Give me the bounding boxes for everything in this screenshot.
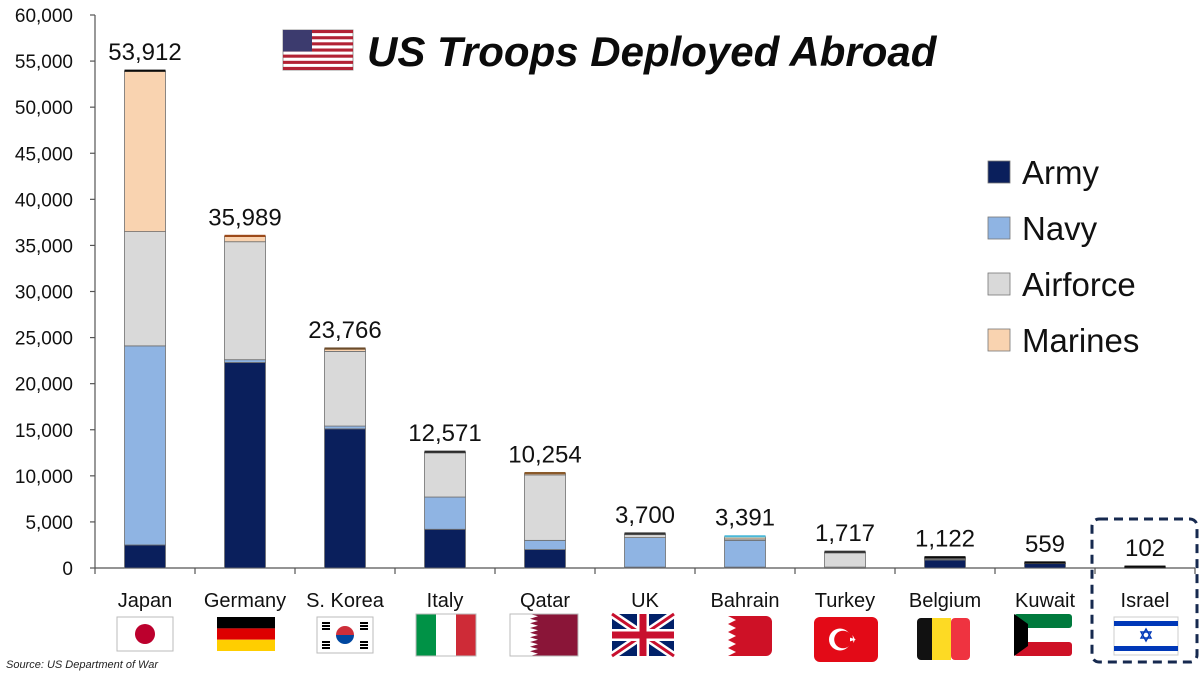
bar-segment-army-italy	[424, 528, 466, 569]
bar-top-cap	[924, 556, 966, 559]
bar-segment-navy-qatar	[524, 539, 566, 550]
category-label: Qatar	[520, 590, 570, 612]
category-label: Israel	[1121, 590, 1170, 612]
bar-top-cap	[824, 550, 866, 553]
legend-swatch-army	[987, 160, 1011, 184]
belgium-flag-icon	[917, 618, 970, 660]
bar-segment-airforce-turkey	[824, 552, 866, 568]
legend-swatch-marines	[987, 328, 1011, 352]
y-tick-label: 15,000	[15, 421, 73, 442]
bar-segment-navy-uk	[624, 537, 666, 568]
bar-segment-airforce-italy	[424, 452, 466, 498]
germany-flag-icon	[217, 617, 275, 651]
bar-top-cap	[1124, 565, 1166, 568]
bar-segment-marines-japan	[124, 70, 166, 232]
y-tick-label: 30,000	[15, 283, 73, 304]
bar-segment-airforce-qatar	[524, 474, 566, 541]
category-label: Japan	[118, 590, 173, 612]
bar-top-cap	[1024, 561, 1066, 564]
turkey-flag-icon	[814, 617, 878, 662]
flags-group	[116, 610, 1179, 662]
south-korea-flag-icon	[316, 616, 374, 654]
y-tick-label: 50,000	[15, 98, 73, 119]
chart-title: US Troops Deployed Abroad	[367, 28, 938, 75]
bar-top-cap	[324, 347, 366, 350]
israel-flag-icon	[1113, 616, 1179, 656]
legend-label-marines: Marines	[1022, 322, 1139, 359]
legend-label-army: Army	[1022, 154, 1099, 191]
y-tick-label: 35,000	[15, 236, 73, 257]
legend-label-airforce: Airforce	[1022, 266, 1136, 303]
bar-top-cap	[524, 471, 566, 475]
y-tick-label: 25,000	[15, 329, 73, 350]
y-tick-label: 55,000	[15, 52, 73, 73]
bar-segment-army-kuwait	[1024, 562, 1066, 569]
kuwait-flag-icon	[1014, 614, 1072, 656]
total-label: 35,989	[208, 204, 281, 231]
y-tick-label: 0	[62, 559, 73, 580]
y-tick-label: 40,000	[15, 190, 73, 211]
category-label: Belgium	[909, 590, 981, 612]
total-label: 10,254	[508, 441, 581, 468]
total-label: 3,391	[715, 505, 775, 532]
bar-segment-marines-germany	[224, 235, 266, 243]
x-axis-categories: Japan Germany S. Korea Italy Qatar UK Bahrain T…	[94, 568, 1196, 612]
bahrain-flag-icon	[714, 616, 772, 656]
legend-swatch-airforce	[987, 272, 1011, 296]
bar-segment-army-belgium	[924, 559, 966, 569]
bar-segment-navy-skorea	[324, 425, 366, 430]
y-tick-label: 10,000	[15, 467, 73, 488]
israel-highlight-box	[1090, 517, 1199, 664]
bar-segment-army-qatar	[524, 549, 566, 569]
total-label: 1,717	[815, 520, 875, 547]
y-axis-ticks: 0 5,000 10,000 15,000 20,000 25,000 30,000 35,0…	[15, 6, 95, 580]
total-label: 53,912	[108, 39, 181, 66]
bars-group	[124, 69, 1166, 569]
total-label: 3,700	[615, 502, 675, 529]
uk-flag-icon	[609, 610, 677, 660]
category-label: Germany	[204, 590, 286, 612]
bar-segment-airforce-skorea	[324, 351, 366, 427]
total-label: 559	[1025, 531, 1065, 558]
qatar-flag-icon	[509, 613, 579, 657]
total-label: 12,571	[408, 420, 481, 447]
total-label: 23,766	[308, 317, 381, 344]
category-label: Kuwait	[1015, 590, 1075, 612]
category-label: UK	[631, 590, 659, 612]
italy-flag-icon	[415, 613, 477, 657]
bar-segment-army-germany	[224, 362, 266, 569]
bar-top-cap	[624, 532, 666, 535]
y-tick-label: 60,000	[15, 6, 73, 27]
legend-label-navy: Navy	[1022, 210, 1098, 247]
y-tick-label: 5,000	[25, 513, 73, 534]
category-label: Turkey	[815, 590, 875, 612]
total-labels-group: 53,912 35,989 23,766 12,571 10,254 3,700 3,391…	[108, 39, 1165, 562]
bar-segment-airforce-germany	[224, 241, 266, 361]
bar-segment-navy-germany	[224, 359, 266, 363]
bar-top-cap	[424, 450, 466, 453]
bar-segment-navy-bahrain	[724, 539, 766, 568]
bar-segment-army-japan	[124, 544, 166, 569]
legend: Army Navy Airforce Marines	[987, 154, 1139, 359]
bar-top-cap	[124, 69, 166, 72]
japan-flag-icon	[116, 616, 174, 652]
total-label: 1,122	[915, 526, 975, 553]
category-label: Italy	[427, 590, 464, 612]
total-label: 102	[1125, 535, 1165, 562]
legend-swatch-navy	[987, 216, 1011, 240]
category-label: Bahrain	[711, 590, 780, 612]
bar-segment-airforce-japan	[124, 231, 166, 347]
bar-segment-army-skorea	[324, 428, 366, 569]
bar-segment-navy-japan	[124, 345, 166, 546]
usa-flag-icon	[282, 29, 354, 71]
y-tick-label: 45,000	[15, 144, 73, 165]
y-tick-label: 20,000	[15, 375, 73, 396]
bar-top-cap	[724, 535, 766, 538]
bar-top-cap	[224, 234, 266, 238]
source-note: Source: US Department of War	[6, 659, 159, 671]
title-group: US Troops Deployed Abroad	[282, 28, 938, 75]
category-label: S. Korea	[306, 590, 385, 612]
bar-segment-navy-italy	[424, 496, 466, 530]
